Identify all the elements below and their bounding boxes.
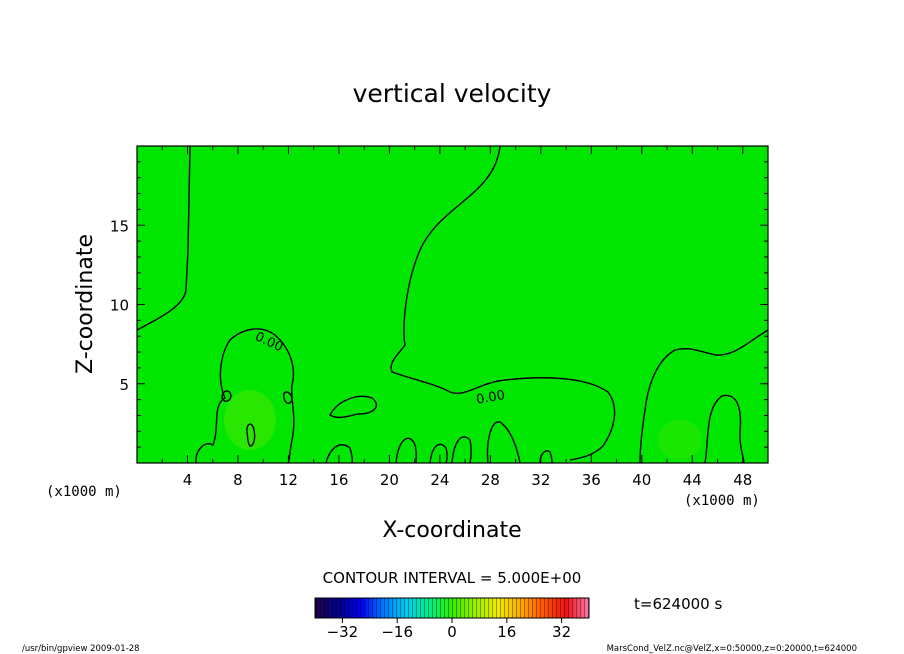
contour-label: 0.00: [475, 388, 506, 408]
time-label: t=624000 s: [634, 595, 722, 613]
footer-left: /usr/bin/gpview 2009-01-28: [22, 644, 140, 654]
x-tick-label: 28: [481, 471, 500, 489]
y-axis-label: Z-coordinate: [73, 234, 98, 374]
y-tick-label: 15: [110, 217, 129, 235]
zero-contour: [195, 328, 295, 464]
colorbar-tick-label: 0: [447, 623, 457, 641]
x-tick-label: 8: [233, 471, 243, 489]
zero-contour: [639, 329, 769, 464]
x-tick-labels: 4 8 12 16 20 24 28 32 36 40 44 48: [183, 471, 753, 489]
closed-contour: [246, 423, 256, 447]
colorbar-tick-label: 16: [497, 623, 516, 641]
x-axis-label: X-coordinate: [382, 518, 521, 543]
x-tick-label: 12: [279, 471, 298, 489]
x-tick-label: 40: [632, 471, 651, 489]
x-tick-label: 20: [380, 471, 399, 489]
chart-title: vertical velocity: [353, 79, 552, 108]
colorbar-tick-label: −16: [381, 623, 413, 641]
closed-contour: [282, 391, 293, 404]
y-tick-label: 10: [110, 297, 129, 315]
x-tick-label: 4: [183, 471, 193, 489]
y-tick-labels: 5 10 15: [110, 217, 129, 394]
colorbar: −32 −16 0 16 32: [314, 597, 590, 641]
contour-segment: [325, 444, 354, 464]
zero-contour: [136, 145, 191, 331]
closed-contour: [329, 395, 377, 419]
contour-lines: [136, 145, 769, 464]
plot-frame: [136, 145, 769, 464]
x-tick-label: 36: [582, 471, 601, 489]
contour-segment: [429, 443, 448, 464]
x-tick-label: 32: [531, 471, 550, 489]
colorbar-tick-label: −32: [327, 623, 359, 641]
footer-right: MarsCond_VelZ.nc@VelZ,x=0:50000,z=0:2000…: [607, 644, 857, 654]
x-tick-label: 48: [733, 471, 752, 489]
x-tick-label: 16: [329, 471, 348, 489]
colorbar-tick-label: 32: [552, 623, 571, 641]
zero-contour: [704, 394, 745, 464]
plot-area: 0.000.00: [136, 145, 769, 464]
y-tick-label: 5: [119, 376, 129, 394]
updraft-patch: [224, 390, 276, 450]
colorbar-ticks: −32 −16 0 16 32: [327, 618, 571, 641]
colorbar-stripes: [315, 598, 589, 618]
contour-segment: [486, 421, 521, 464]
x-unit-left: (x1000 m): [46, 484, 122, 500]
x-unit-right: (x1000 m): [684, 493, 760, 509]
zero-contour: [390, 145, 616, 461]
closed-contour: [221, 390, 232, 402]
x-tick-label: 44: [683, 471, 702, 489]
updraft-patch: [658, 420, 702, 460]
x-tick-label: 24: [430, 471, 449, 489]
contour-interval-label: CONTOUR INTERVAL = 5.000E+00: [323, 569, 582, 587]
contour-segment: [451, 436, 472, 464]
contour-segment: [395, 437, 417, 464]
